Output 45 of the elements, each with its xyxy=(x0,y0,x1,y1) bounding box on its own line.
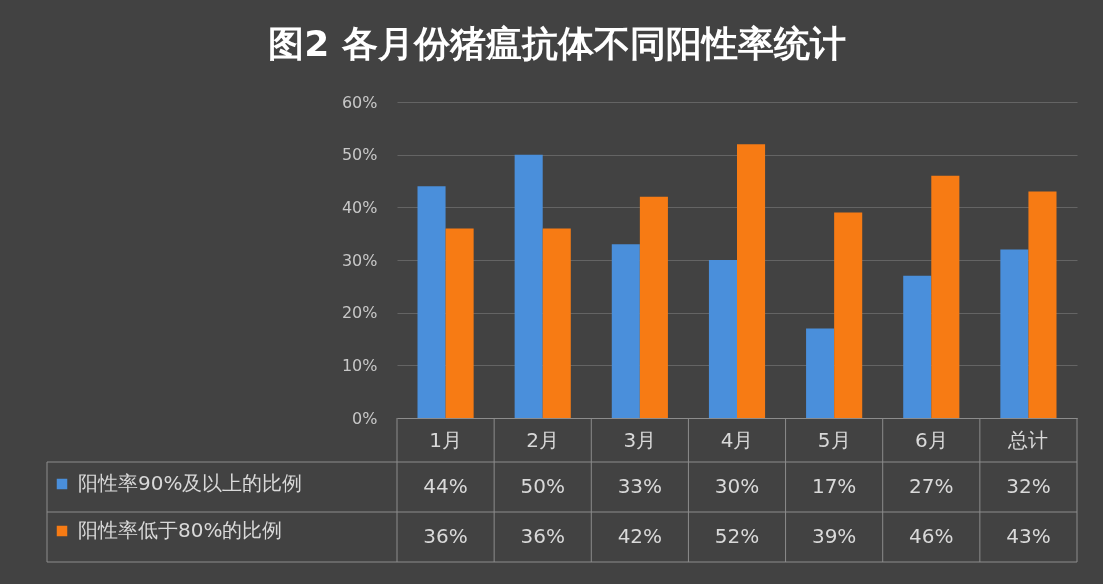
data-label: 50% xyxy=(520,474,565,498)
bar xyxy=(931,175,960,418)
bar xyxy=(903,275,932,418)
x-tick-label: 2月 xyxy=(526,427,560,452)
data-label: 44% xyxy=(423,474,468,498)
data-label: 36% xyxy=(423,524,468,548)
data-label: 46% xyxy=(909,524,954,548)
legend-label: 阳性率低于80%的比例 xyxy=(78,518,283,542)
bar xyxy=(417,186,446,418)
data-label: 39% xyxy=(811,524,857,548)
y-tick-label: 0% xyxy=(352,408,378,428)
y-tick-label: 10% xyxy=(341,355,378,375)
bar xyxy=(639,196,668,418)
data-label: 17% xyxy=(811,474,857,498)
bar xyxy=(1028,191,1057,418)
y-tick-label: 40% xyxy=(341,197,378,217)
bar xyxy=(542,228,571,418)
chart-title: 图2 各月份猪瘟抗体不同阳性率统计 xyxy=(268,23,846,64)
x-tick-label: 1月 xyxy=(429,427,462,452)
y-tick-label: 60% xyxy=(341,92,378,112)
data-label: 27% xyxy=(909,474,954,498)
x-tick-label: 6月 xyxy=(914,427,948,452)
bar xyxy=(834,212,863,418)
x-tick-label: 4月 xyxy=(720,427,754,452)
data-label: 33% xyxy=(617,474,663,498)
data-label: 52% xyxy=(714,524,760,548)
bar xyxy=(737,144,766,418)
data-label: 30% xyxy=(714,474,760,498)
data-label: 36% xyxy=(520,524,565,548)
bar xyxy=(611,244,640,418)
bar xyxy=(445,228,474,418)
data-label: 32% xyxy=(1006,474,1051,498)
y-tick-label: 20% xyxy=(341,303,378,323)
x-tick-label: 总计 xyxy=(1007,427,1049,452)
bar xyxy=(806,328,835,418)
x-tick-label: 5月 xyxy=(817,427,851,452)
x-tick-label: 3月 xyxy=(623,427,657,452)
data-label: 42% xyxy=(617,524,663,548)
y-tick-label: 50% xyxy=(341,145,378,165)
bar xyxy=(708,260,737,418)
bar xyxy=(514,154,543,418)
legend-label: 阳性率90%及以上的比例 xyxy=(78,471,303,495)
bar xyxy=(1000,249,1029,418)
y-tick-label: 30% xyxy=(341,250,378,270)
data-label: 43% xyxy=(1006,524,1051,548)
